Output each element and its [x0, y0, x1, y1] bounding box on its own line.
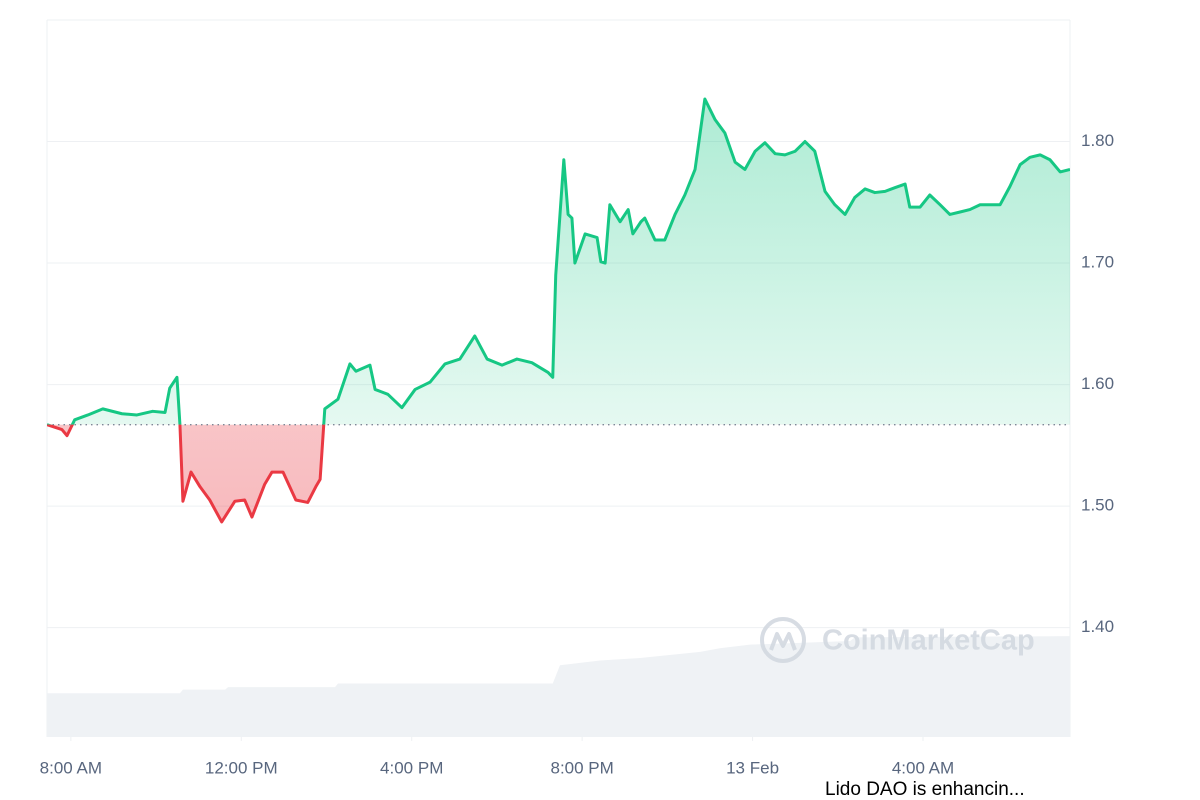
x-tick-label: 4:00 PM: [380, 758, 443, 777]
price-line-up: [47, 97, 1070, 425]
y-tick-label: 1.70: [1081, 253, 1114, 272]
watermark-logo-mark: [769, 632, 797, 651]
price-line-down: [47, 424, 326, 524]
y-tick-label: 1.40: [1081, 617, 1114, 636]
y-tick-label: 1.80: [1081, 131, 1114, 150]
x-tick-label: 12:00 PM: [205, 758, 278, 777]
watermark-text: CoinMarketCap: [822, 625, 1035, 657]
watermark-logo: [760, 617, 806, 663]
watermark: CoinMarketCap: [760, 617, 1035, 663]
area-above: [72, 98, 1070, 425]
x-tick-label: 13 Feb: [726, 758, 779, 777]
volume-area: [47, 636, 1070, 737]
y-tick-label: 1.60: [1081, 374, 1114, 393]
x-tick-label: 8:00 AM: [40, 758, 102, 777]
x-tick-label: 4:00 AM: [892, 758, 954, 777]
x-tick-label: 8:00 PM: [550, 758, 613, 777]
news-ticker[interactable]: Lido DAO is enhancin...: [825, 779, 1025, 800]
y-tick-label: 1.50: [1081, 496, 1114, 515]
area-below: [47, 424, 1070, 522]
